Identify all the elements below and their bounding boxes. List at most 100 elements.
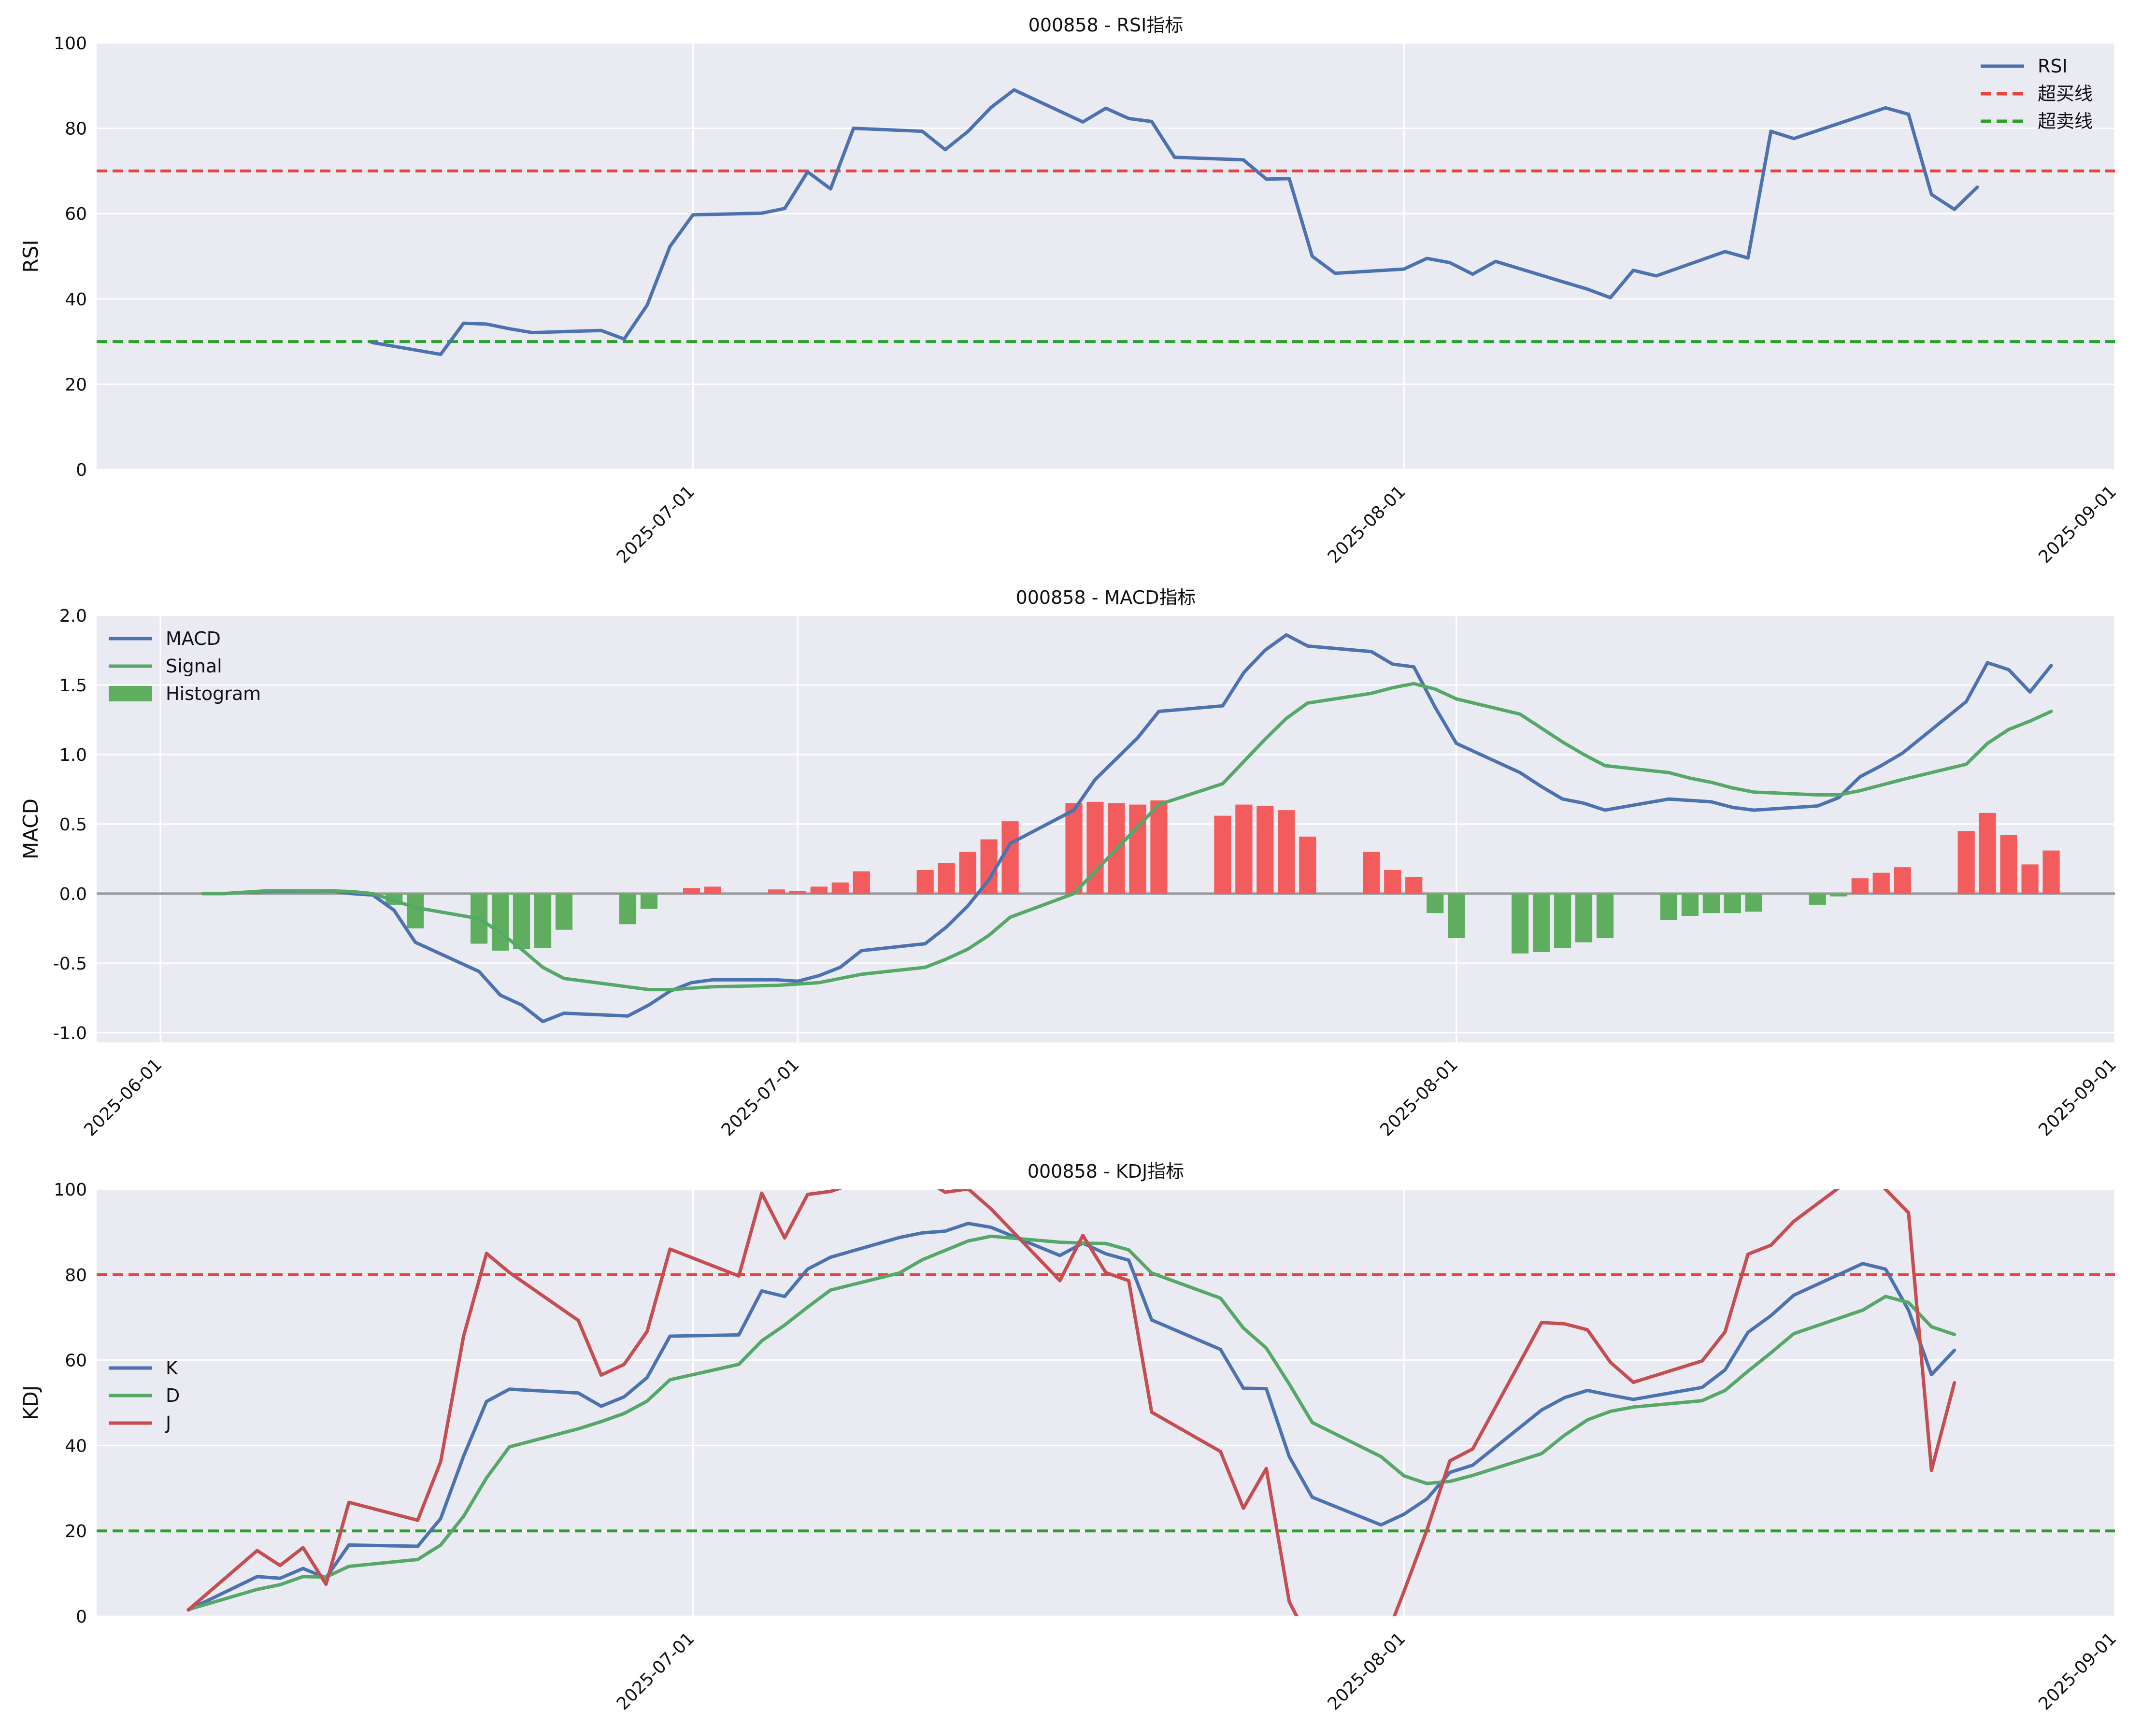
histogram-bar	[1256, 806, 1274, 894]
histogram-bar	[492, 893, 509, 951]
histogram-bar	[704, 886, 721, 894]
y-axis-label: RSI	[19, 240, 43, 272]
legend-label: J	[165, 1412, 171, 1434]
histogram-bar	[407, 893, 424, 928]
histogram-bar	[534, 893, 552, 948]
legend-label: Histogram	[166, 683, 261, 704]
legend-swatch	[109, 686, 152, 701]
series-line-signal	[201, 682, 2053, 992]
histogram-bar	[1872, 872, 1890, 894]
plot-area	[97, 615, 2115, 1042]
histogram-bar	[1150, 800, 1168, 894]
histogram-bar	[1065, 803, 1083, 894]
y-tick-label: -1.0	[53, 1024, 87, 1043]
plot-content	[97, 633, 2115, 1024]
histogram-bar	[1745, 893, 1762, 912]
plot-content	[97, 88, 2115, 356]
y-tick-label: 80	[65, 119, 87, 139]
histogram-bar	[1596, 893, 1614, 939]
histogram-bar	[768, 889, 785, 894]
histogram-bar	[555, 893, 573, 930]
histogram-bar	[640, 893, 658, 909]
histogram-bar	[1830, 893, 1847, 897]
histogram-bar	[1702, 893, 1720, 913]
histogram-bar	[1511, 893, 1529, 954]
histogram-bar	[1724, 893, 1741, 913]
series-line-macd	[201, 633, 2053, 1024]
histogram-bar	[916, 870, 934, 894]
histogram-bar	[1894, 867, 1911, 894]
chart-title: 000858 - KDJ指标	[1028, 1161, 1184, 1182]
histogram-bar	[1532, 893, 1550, 952]
legend: KDJ	[109, 1357, 180, 1434]
histogram-bar	[2042, 850, 2060, 894]
histogram-bar	[1384, 870, 1401, 894]
histogram-bar	[1129, 804, 1146, 894]
plot-area	[97, 43, 2115, 470]
histogram-bar	[1363, 852, 1380, 894]
legend-label: RSI	[2038, 56, 2068, 77]
histogram-bar	[810, 886, 828, 894]
y-tick-label: 20	[65, 1522, 87, 1541]
y-tick-label: 0.0	[59, 884, 87, 904]
y-tick-label: 100	[54, 34, 87, 54]
histogram-bar	[1405, 877, 1423, 894]
histogram-bar	[853, 871, 870, 894]
y-tick-label: 80	[65, 1266, 87, 1285]
histogram-bar	[2021, 864, 2039, 894]
y-tick-label: 60	[65, 204, 87, 224]
chart-title: 000858 - MACD指标	[1016, 587, 1196, 608]
histogram-bar	[1681, 893, 1699, 916]
histogram-bar	[938, 863, 955, 894]
y-axis-label: MACD	[19, 798, 43, 859]
histogram-bar	[1235, 804, 1253, 894]
y-tick-label: 1.5	[59, 676, 87, 696]
legend: MACD Signal Histogram	[109, 628, 261, 704]
chart-title: 000858 - RSI指标	[1028, 14, 1184, 36]
legend-label: Signal	[166, 656, 222, 677]
histogram-bar	[959, 852, 976, 894]
y-tick-label: 2.0	[59, 606, 87, 626]
histogram-bar	[1979, 813, 1996, 894]
histogram-bar	[1299, 836, 1316, 894]
histogram-bar	[1851, 878, 1869, 894]
y-tick-label: 100	[54, 1180, 87, 1200]
y-tick-label: 0.5	[59, 815, 87, 835]
histogram-bar	[683, 888, 700, 894]
series-line-rsi	[370, 88, 1979, 356]
histogram-bar	[1001, 821, 1019, 894]
legend-label: D	[166, 1385, 180, 1406]
histogram-bar	[1448, 893, 1465, 939]
plot-area	[97, 1189, 2115, 1616]
y-axis-label: KDJ	[19, 1385, 43, 1420]
legend-label: 超买线	[2038, 83, 2093, 104]
y-tick-label: 1.0	[59, 745, 87, 765]
y-tick-label: 40	[65, 290, 87, 310]
histogram-bar	[1957, 831, 1975, 894]
histogram-bar	[1278, 810, 1295, 894]
legend-label: K	[166, 1357, 178, 1379]
histogram-bar	[1575, 893, 1593, 942]
y-tick-label: 60	[65, 1351, 87, 1371]
histogram-bar	[1214, 815, 1231, 894]
histogram-bar	[2000, 835, 2017, 894]
histogram-bar	[1554, 893, 1571, 948]
legend-label: 超卖线	[2038, 111, 2093, 132]
y-tick-label: 20	[65, 375, 87, 395]
y-tick-label: 0	[76, 1607, 87, 1627]
histogram-bar	[789, 891, 806, 894]
y-tick-label: -0.5	[53, 954, 87, 974]
y-tick-label: 40	[65, 1436, 87, 1456]
histogram-bar	[1427, 893, 1444, 913]
series-line-j	[186, 1189, 1956, 1616]
series-line-k	[186, 1222, 1956, 1612]
series-line-d	[186, 1234, 1956, 1611]
histogram-bar	[831, 882, 849, 894]
histogram-bar	[619, 893, 637, 925]
histogram-bar	[1809, 893, 1826, 905]
